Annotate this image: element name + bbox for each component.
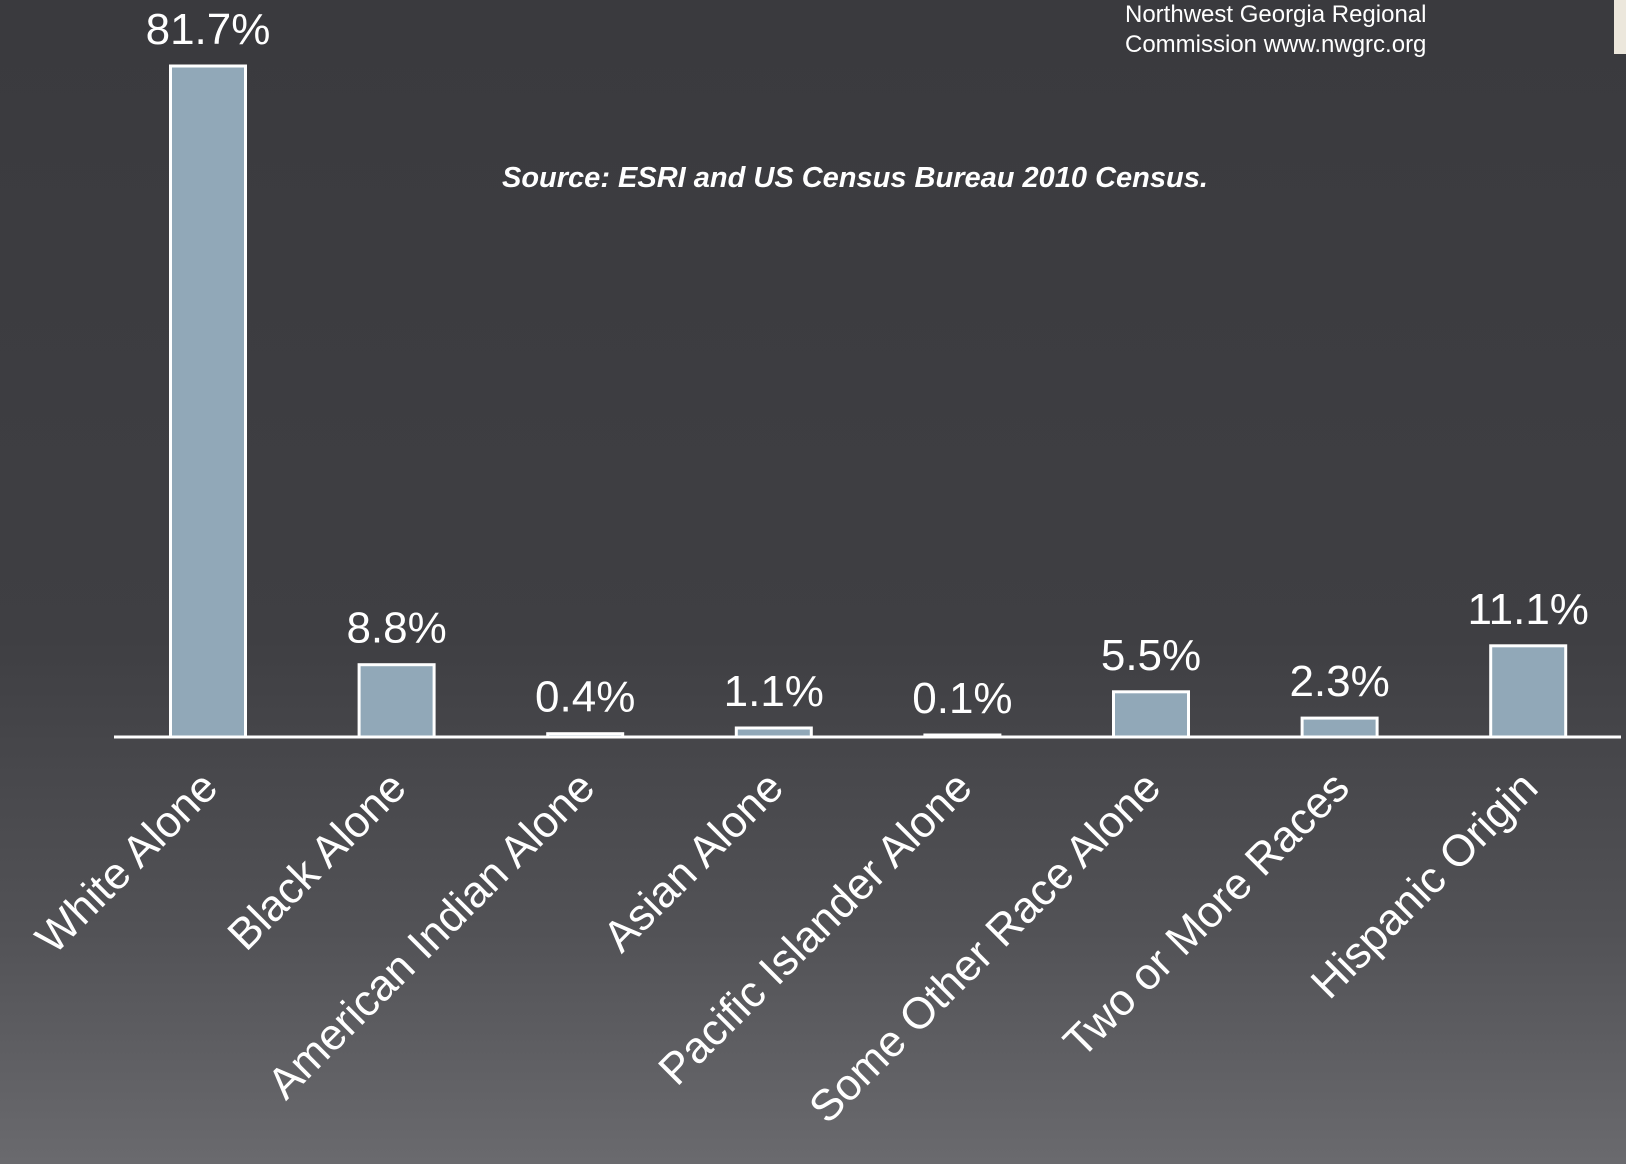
source-note: Source: ESRI and US Census Bureau 2010 C…	[502, 162, 1208, 194]
value-label-7: 11.1%	[1467, 585, 1589, 634]
category-label-4: Pacific Islander Alone	[649, 762, 981, 1094]
value-label-2: 0.4%	[535, 673, 635, 722]
credit-line-1: Northwest Georgia Regional	[1125, 1, 1427, 28]
value-label-5: 5.5%	[1101, 631, 1201, 680]
bar-5	[1112, 690, 1190, 739]
value-label-4: 0.1%	[912, 674, 1012, 723]
category-label-0: White Alone	[26, 762, 227, 963]
credit-line-2: Commission www.nwgrc.org	[1125, 31, 1427, 58]
value-label-3: 1.1%	[724, 667, 824, 716]
value-label-0: 81.7%	[146, 5, 271, 54]
category-label-5: Some Other Race Alone	[800, 762, 1170, 1132]
category-label-1: Black Alone	[218, 762, 415, 959]
bar-1	[357, 663, 436, 739]
category-label-2: American Indian Alone	[258, 762, 604, 1108]
corner-strip	[1614, 0, 1626, 54]
category-label-3: Asian Alone	[594, 762, 793, 961]
value-label-6: 2.3%	[1289, 657, 1389, 706]
credit-text: Northwest Georgia Regional Commission ww…	[1125, 0, 1545, 60]
bar-group	[169, 64, 1568, 739]
bar-6	[1300, 716, 1379, 739]
bar-0	[169, 64, 247, 739]
bar-7	[1489, 644, 1568, 739]
value-label-1: 8.8%	[346, 604, 446, 653]
value-label-group: 81.7% 8.8% 0.4% 1.1% 0.1% 5.5% 2.3% 11.1%	[146, 5, 1589, 723]
